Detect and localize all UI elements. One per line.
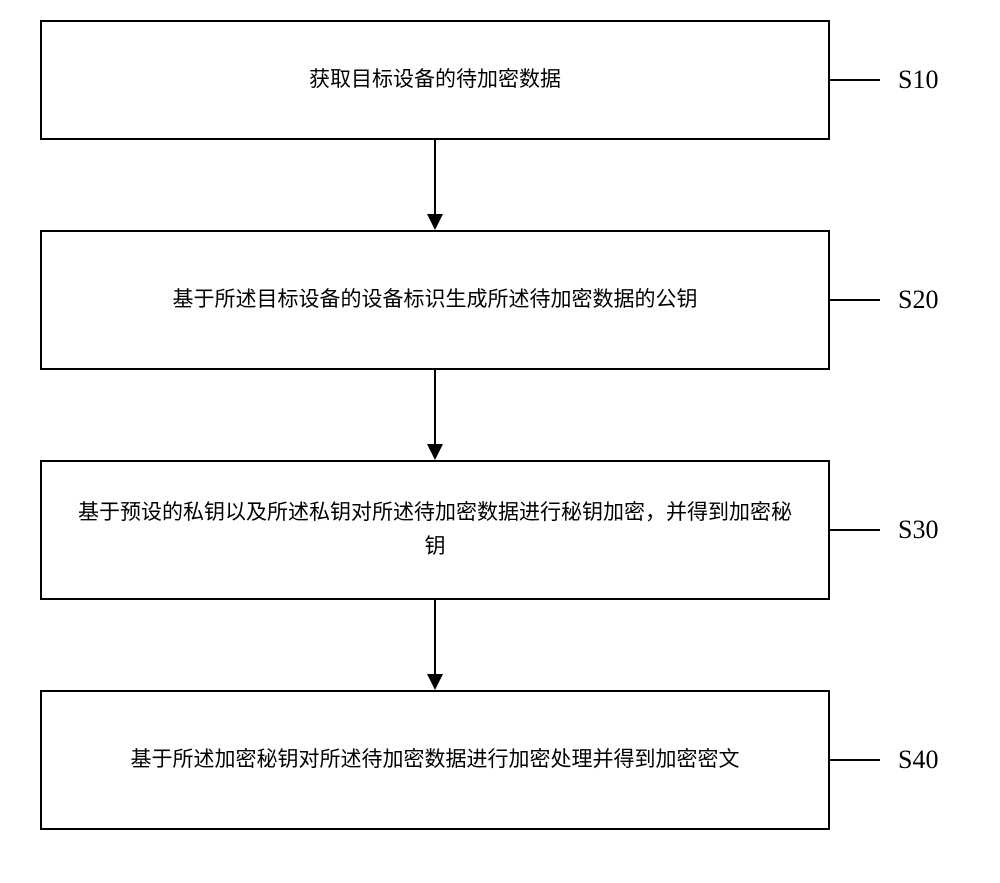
connector-line (830, 299, 880, 301)
step-box-s20: 基于所述目标设备的设备标识生成所述待加密数据的公钥 (40, 230, 830, 370)
step-label-s20: S20 (898, 285, 938, 315)
arrow-down-2 (40, 370, 830, 460)
step-row-s10: 获取目标设备的待加密数据 S10 (40, 20, 960, 140)
arrow-down-3 (40, 600, 830, 690)
step-row-s20: 基于所述目标设备的设备标识生成所述待加密数据的公钥 S20 (40, 230, 960, 370)
connector-line (830, 529, 880, 531)
step-label-s10: S10 (898, 65, 938, 95)
step-box-s40: 基于所述加密秘钥对所述待加密数据进行加密处理并得到加密密文 (40, 690, 830, 830)
step-text: 基于所述目标设备的设备标识生成所述待加密数据的公钥 (173, 283, 698, 317)
step-row-s30: 基于预设的私钥以及所述私钥对所述待加密数据进行秘钥加密，并得到加密秘钥 S30 (40, 460, 960, 600)
step-text: 基于预设的私钥以及所述私钥对所述待加密数据进行秘钥加密，并得到加密秘钥 (72, 496, 798, 563)
step-label-s30: S30 (898, 515, 938, 545)
connector-line (830, 759, 880, 761)
step-box-s30: 基于预设的私钥以及所述私钥对所述待加密数据进行秘钥加密，并得到加密秘钥 (40, 460, 830, 600)
step-label-s40: S40 (898, 745, 938, 775)
step-row-s40: 基于所述加密秘钥对所述待加密数据进行加密处理并得到加密密文 S40 (40, 690, 960, 830)
arrow-down-1 (40, 140, 830, 230)
flowchart-container: 获取目标设备的待加密数据 S10 基于所述目标设备的设备标识生成所述待加密数据的… (40, 20, 960, 830)
step-text: 获取目标设备的待加密数据 (309, 63, 561, 97)
step-box-s10: 获取目标设备的待加密数据 (40, 20, 830, 140)
step-text: 基于所述加密秘钥对所述待加密数据进行加密处理并得到加密密文 (131, 743, 740, 777)
connector-line (830, 79, 880, 81)
